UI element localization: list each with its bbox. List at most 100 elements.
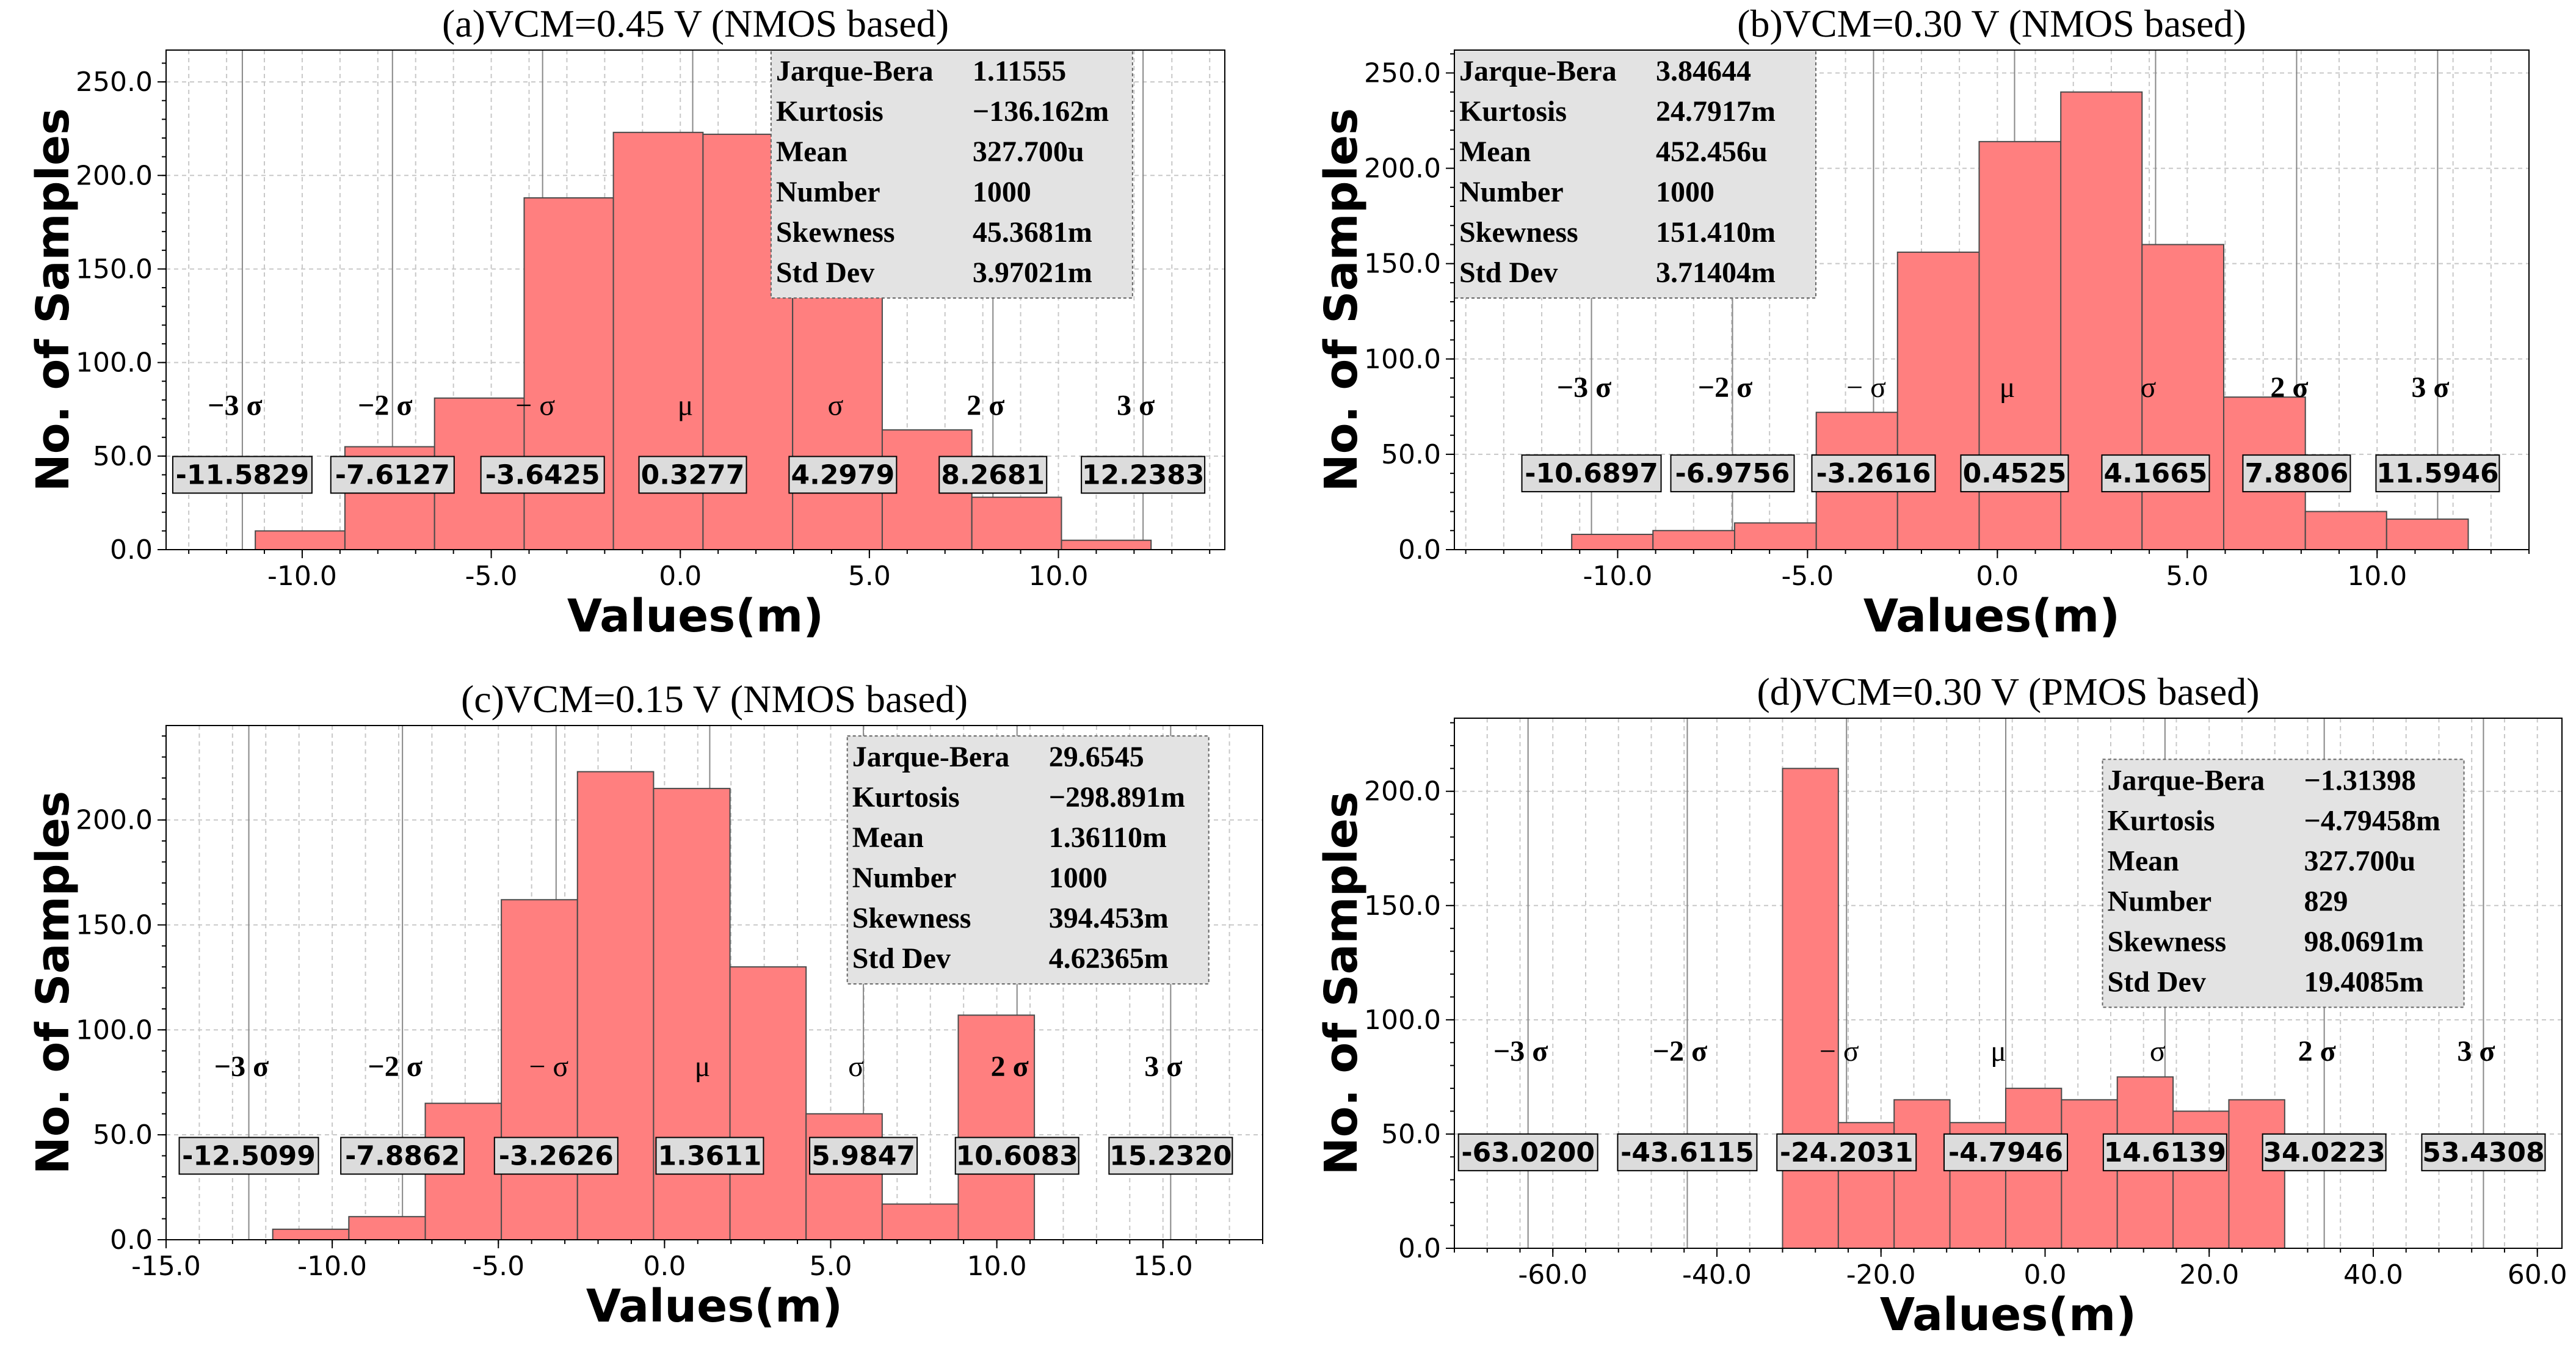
sigma-value-badge <box>1457 1133 1598 1171</box>
sigma-value-badge <box>638 456 747 494</box>
histogram-bar <box>1652 529 1735 550</box>
sigma-value-badge <box>1960 454 2069 493</box>
stats-value: 1.11555 <box>973 55 1066 87</box>
sigma-label: −2 σ <box>1698 371 1752 404</box>
x-axis-label: Values(m) <box>567 590 824 642</box>
stats-key: Kurtosis <box>2108 804 2215 837</box>
y-tick-label: 0.0 <box>1398 1233 1441 1264</box>
stats-box <box>846 735 1210 985</box>
sigma-label: μ <box>1990 1035 2006 1068</box>
sigma-label: −3 σ <box>1493 1035 1548 1068</box>
stats-value: −298.891m <box>1049 781 1185 813</box>
y-tick-label: 150.0 <box>1364 890 1441 922</box>
histogram-bar <box>523 197 614 550</box>
sigma-value: -7.8862 <box>345 1141 460 1172</box>
x-tick-label: 10.0 <box>967 1251 1027 1282</box>
y-tick-label: 50.0 <box>1381 439 1441 470</box>
x-tick-label: -40.0 <box>1682 1259 1752 1290</box>
stats-key: Jarque-Bera <box>1459 55 1617 87</box>
sigma-label: −3 σ <box>208 389 262 421</box>
stats-value: −1.31398 <box>2304 764 2416 796</box>
y-axis-label: No. of Samples <box>27 108 79 492</box>
sigma-value: -11.5829 <box>176 459 310 490</box>
histogram-bar <box>1571 534 1654 550</box>
stats-value: 1.36110m <box>1049 821 1167 854</box>
sigma-value-badge <box>788 456 898 494</box>
stats-box <box>1454 49 1816 299</box>
stats-key: Std Dev <box>2108 966 2206 998</box>
chart-panel-b: (b)VCM=0.30 V (NMOS based) −3 σ −2 σ − σ μ σ 2… <box>1315 2 2530 642</box>
x-axis-label: Values(m) <box>1863 590 2120 642</box>
sigma-value-badge <box>954 1137 1079 1175</box>
sigma-value: 53.4308 <box>2422 1137 2544 1168</box>
stats-key: Mean <box>776 136 847 168</box>
sigma-label: σ <box>848 1050 864 1083</box>
stats-value: 3.84644 <box>1656 55 1751 87</box>
sigma-value: 0.3277 <box>641 459 745 490</box>
y-tick-label: 50.0 <box>93 1119 153 1151</box>
y-tick-label: 200.0 <box>76 160 153 191</box>
stats-key: Number <box>852 862 957 894</box>
stats-value: 98.0691m <box>2304 925 2424 958</box>
sigma-value-badge <box>2421 1133 2546 1171</box>
sigma-label: − σ <box>1820 1035 1859 1068</box>
histogram-bar <box>729 966 807 1240</box>
stats-value: 29.6545 <box>1049 741 1144 773</box>
sigma-value: -63.0200 <box>1461 1137 1595 1168</box>
sigma-value-badge <box>1943 1133 2069 1171</box>
histogram-bar <box>1893 1099 1951 1249</box>
stats-key: Std Dev <box>776 256 874 289</box>
sigma-value: 11.5946 <box>2376 458 2498 489</box>
sigma-value: 15.2320 <box>1109 1141 1232 1172</box>
y-tick-label: 100.0 <box>76 347 153 379</box>
sigma-value: 34.0223 <box>2263 1137 2385 1168</box>
histogram-bar <box>1896 251 1980 550</box>
stats-key: Mean <box>2108 845 2179 877</box>
histogram-bar <box>957 1014 1036 1241</box>
chart-panel-c: (c)VCM=0.15 V (NMOS based) −3 σ −2 σ − σ μ σ 2… <box>27 677 1263 1333</box>
stats-value: 19.4085m <box>2304 966 2424 998</box>
x-tick-label: -10.0 <box>1583 561 1652 592</box>
x-tick-label: 0.0 <box>659 561 702 592</box>
chart-title: (d)VCM=0.30 V (PMOS based) <box>1757 670 2259 713</box>
histogram-bar <box>2386 518 2469 550</box>
sigma-label: − σ <box>529 1050 568 1083</box>
stats-value: 4.62365m <box>1049 942 1169 975</box>
sigma-value: 10.6083 <box>956 1141 1078 1172</box>
sigma-value-badge <box>938 456 1048 494</box>
stats-key: Mean <box>852 821 924 854</box>
histogram-bar <box>2172 1110 2230 1249</box>
stats-key: Std Dev <box>1459 256 1558 289</box>
sigma-value: -4.7946 <box>1948 1137 2063 1168</box>
sigma-label: μ <box>2000 371 2015 404</box>
x-tick-label: 5.0 <box>809 1251 852 1282</box>
y-tick-label: 250.0 <box>1364 57 1441 89</box>
sigma-label: 2 σ <box>991 1050 1029 1083</box>
sigma-label: 3 σ <box>2457 1035 2495 1068</box>
x-axis-label: Values(m) <box>1880 1289 2136 1341</box>
sigma-value: -10.6897 <box>1525 458 1658 489</box>
sigma-value-badge <box>1776 1133 1917 1171</box>
sigma-label: − σ <box>1846 371 1886 404</box>
stats-key: Jarque-Bera <box>776 55 934 87</box>
sigma-value: 7.8806 <box>2245 458 2349 489</box>
stats-box <box>770 49 1133 299</box>
sigma-value: 12.2383 <box>1082 459 1204 490</box>
sigma-value: 1.3611 <box>658 1141 762 1172</box>
x-tick-label: 0.0 <box>643 1251 686 1282</box>
chart-panel-a: (a)VCM=0.45 V (NMOS based) −3 σ −2 σ − σ μ σ 2… <box>27 2 1225 642</box>
histogram-bar <box>971 497 1062 550</box>
y-tick-label: 250.0 <box>76 67 153 98</box>
y-tick-label: 150.0 <box>1364 249 1441 280</box>
chart-title: (c)VCM=0.15 V (NMOS based) <box>461 677 968 721</box>
histogram-bar <box>255 530 346 550</box>
stats-key: Std Dev <box>852 942 951 975</box>
sigma-value: -3.6425 <box>485 459 600 490</box>
stats-value: 24.7917m <box>1656 95 1776 128</box>
x-tick-label: 10.0 <box>1029 561 1089 592</box>
y-tick-label: 150.0 <box>76 253 153 285</box>
plot-frame <box>165 725 1263 1240</box>
y-tick-label: 0.0 <box>1398 534 1441 566</box>
sigma-label: −2 σ <box>358 389 412 421</box>
stats-key: Number <box>776 176 880 208</box>
